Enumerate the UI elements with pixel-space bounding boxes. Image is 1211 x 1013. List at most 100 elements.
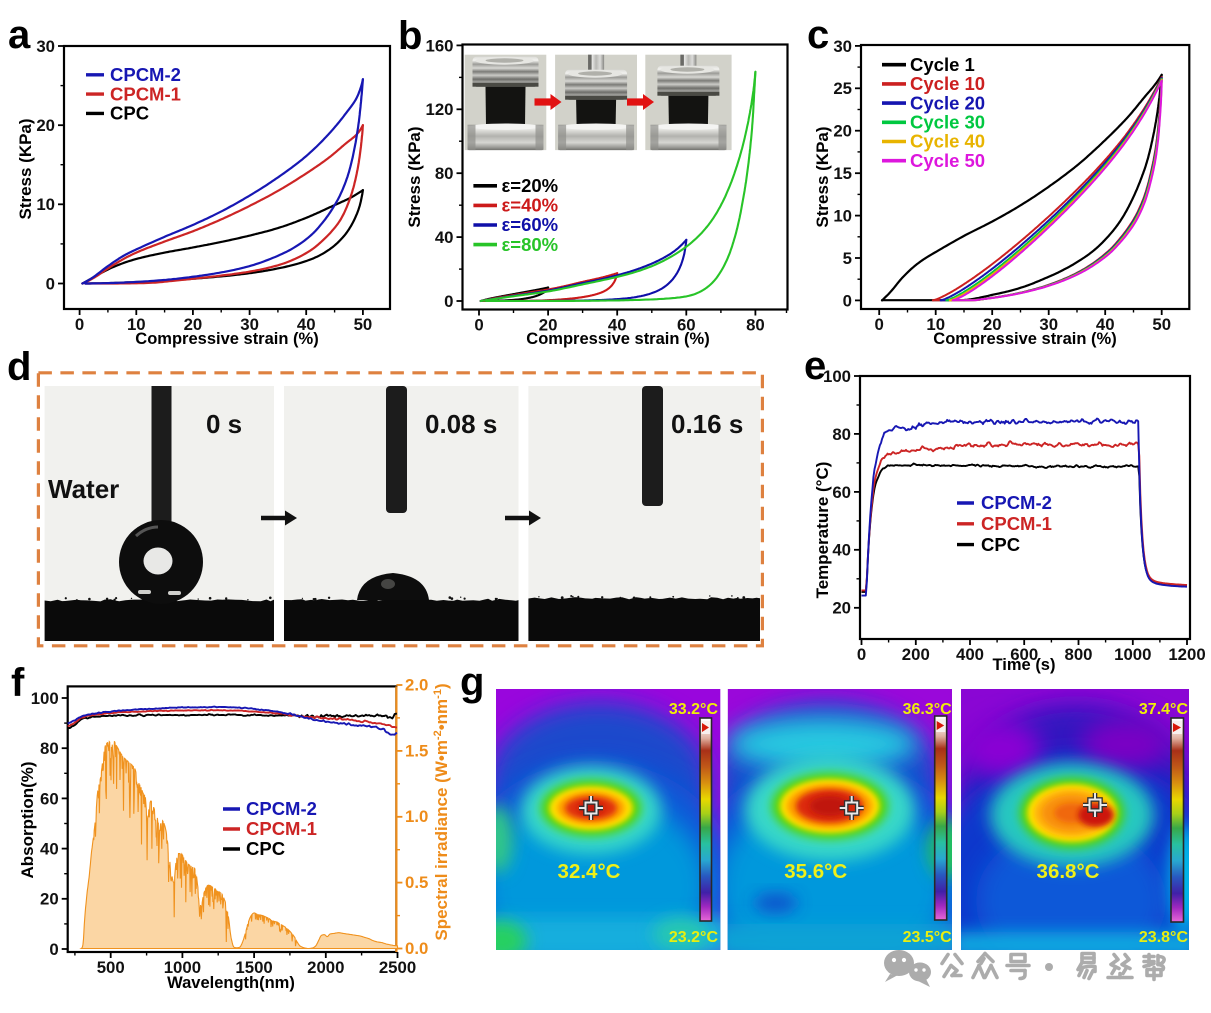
svg-text:200: 200: [902, 645, 930, 664]
svg-text:30: 30: [1039, 315, 1058, 334]
svg-text:0: 0: [49, 940, 58, 959]
svg-text:CPCM-2: CPCM-2: [981, 492, 1052, 513]
svg-text:40: 40: [40, 840, 59, 859]
svg-text:2500: 2500: [379, 958, 416, 977]
svg-text:36.3°C: 36.3°C: [903, 701, 953, 718]
svg-text:20: 20: [40, 890, 59, 909]
svg-text:10: 10: [833, 207, 852, 226]
svg-text:Compressive strain (%): Compressive strain (%): [526, 330, 709, 348]
svg-text:0.0: 0.0: [405, 939, 428, 958]
svg-text:Cycle 30: Cycle 30: [910, 112, 985, 133]
svg-text:160: 160: [426, 36, 454, 55]
svg-text:Stress (KPa): Stress (KPa): [405, 126, 424, 227]
svg-text:e: e: [804, 344, 826, 388]
svg-text:1500: 1500: [235, 958, 272, 977]
svg-text:60: 60: [40, 789, 59, 808]
svg-text:35.6°C: 35.6°C: [784, 860, 847, 883]
svg-text:Compressive strain (%): Compressive strain (%): [135, 330, 318, 348]
svg-text:30: 30: [36, 37, 55, 56]
svg-text:ε=60%: ε=60%: [502, 214, 559, 235]
svg-text:120: 120: [426, 100, 454, 119]
svg-text:40: 40: [435, 228, 454, 247]
svg-text:50: 50: [354, 315, 373, 334]
svg-text:15: 15: [833, 164, 852, 183]
svg-text:ε=40%: ε=40%: [502, 195, 559, 216]
svg-text:0.5: 0.5: [405, 873, 428, 892]
svg-text:Spectral irradiance (W•m-2•nm-: Spectral irradiance (W•m-2•nm-1): [432, 683, 451, 940]
svg-text:0: 0: [875, 315, 884, 334]
svg-text:20: 20: [184, 315, 203, 334]
svg-text:CPCM-2: CPCM-2: [110, 64, 181, 85]
svg-text:0 s: 0 s: [206, 409, 242, 439]
svg-text:80: 80: [435, 164, 454, 183]
svg-text:1000: 1000: [164, 958, 201, 977]
svg-text:80: 80: [746, 316, 765, 335]
svg-text:b: b: [398, 14, 422, 58]
svg-text:50: 50: [1152, 315, 1171, 334]
svg-text:20: 20: [983, 315, 1002, 334]
svg-text:5: 5: [843, 249, 852, 268]
svg-text:Cycle 20: Cycle 20: [910, 92, 985, 113]
svg-text:400: 400: [956, 645, 984, 664]
svg-text:23.5°C: 23.5°C: [903, 929, 953, 946]
svg-text:1200: 1200: [1168, 645, 1205, 664]
svg-text:40: 40: [297, 315, 316, 334]
svg-text:500: 500: [97, 958, 125, 977]
svg-text:c: c: [807, 13, 829, 57]
svg-text:40: 40: [608, 316, 627, 335]
svg-text:23.2°C: 23.2°C: [669, 929, 719, 946]
svg-text:2.0: 2.0: [405, 676, 428, 695]
svg-text:33.2°C: 33.2°C: [669, 701, 719, 718]
svg-text:CPCM-1: CPCM-1: [981, 513, 1052, 534]
svg-text:800: 800: [1065, 645, 1093, 664]
svg-text:30: 30: [833, 37, 852, 56]
svg-text:32.4°C: 32.4°C: [558, 860, 621, 883]
svg-text:40: 40: [1096, 315, 1115, 334]
svg-text:CPC: CPC: [246, 838, 285, 859]
svg-text:Cycle 50: Cycle 50: [910, 150, 985, 171]
svg-text:23.8°C: 23.8°C: [1139, 929, 1189, 946]
svg-text:36.8°C: 36.8°C: [1037, 860, 1100, 883]
svg-text:20: 20: [833, 122, 852, 141]
svg-text:1000: 1000: [1114, 645, 1151, 664]
svg-text:60: 60: [677, 316, 696, 335]
svg-text:40: 40: [832, 541, 851, 560]
svg-text:Cycle 1: Cycle 1: [910, 54, 975, 75]
svg-text:g: g: [460, 660, 484, 704]
svg-text:0: 0: [46, 274, 55, 293]
svg-text:20: 20: [832, 599, 851, 618]
svg-text:100: 100: [823, 367, 851, 386]
svg-text:Stress (KPa): Stress (KPa): [813, 126, 832, 227]
svg-text:Absorption(%): Absorption(%): [18, 761, 37, 878]
svg-text:a: a: [8, 13, 31, 57]
svg-text:20: 20: [36, 116, 55, 135]
svg-text:CPC: CPC: [981, 534, 1020, 555]
svg-text:0.08 s: 0.08 s: [425, 409, 497, 439]
svg-text:30: 30: [240, 315, 259, 334]
svg-text:ε=20%: ε=20%: [502, 175, 559, 196]
svg-text:Water: Water: [48, 474, 119, 504]
svg-text:60: 60: [832, 483, 851, 502]
svg-text:0: 0: [474, 316, 483, 335]
svg-text:CPCM-1: CPCM-1: [110, 83, 181, 104]
svg-text:80: 80: [832, 425, 851, 444]
svg-text:f: f: [11, 661, 25, 705]
svg-text:Wavelength(nm): Wavelength(nm): [167, 974, 295, 992]
svg-text:10: 10: [36, 195, 55, 214]
svg-text:Stress (KPa): Stress (KPa): [16, 118, 35, 219]
svg-text:Cycle 10: Cycle 10: [910, 73, 985, 94]
svg-text:Cycle 40: Cycle 40: [910, 131, 985, 152]
svg-text:d: d: [7, 345, 31, 389]
svg-text:10: 10: [127, 315, 146, 334]
svg-text:0: 0: [857, 645, 866, 664]
svg-text:CPCM-2: CPCM-2: [246, 798, 317, 819]
svg-text:CPC: CPC: [110, 103, 149, 124]
svg-text:1.5: 1.5: [405, 741, 428, 760]
svg-text:0: 0: [75, 315, 84, 334]
svg-text:100: 100: [31, 689, 59, 708]
svg-text:37.4°C: 37.4°C: [1139, 701, 1189, 718]
svg-text:Temperature (°C): Temperature (°C): [813, 462, 832, 599]
svg-text:0.16 s: 0.16 s: [671, 409, 743, 439]
svg-text:ε=80%: ε=80%: [502, 234, 559, 255]
svg-text:CPCM-1: CPCM-1: [246, 818, 317, 839]
